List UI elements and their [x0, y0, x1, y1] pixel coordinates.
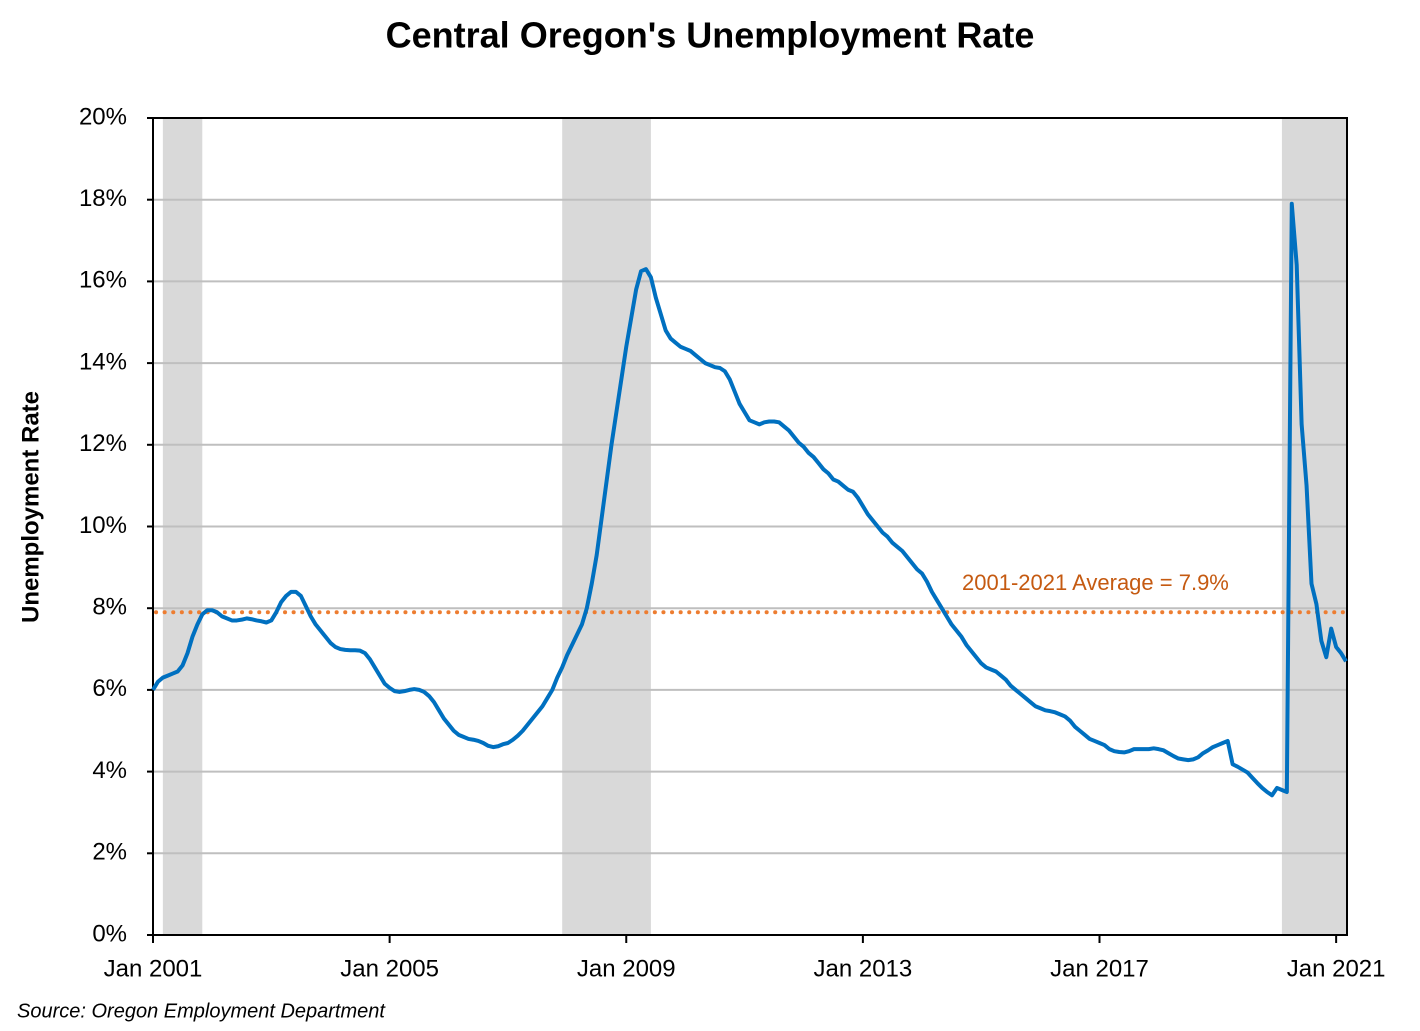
chart-title: Central Oregon's Unemployment Rate: [386, 15, 1035, 56]
y-tick-label: 18%: [79, 185, 127, 212]
y-tick-label: 8%: [92, 594, 127, 621]
y-tick-label: 14%: [79, 348, 127, 375]
x-tick-label: Jan 2017: [1050, 955, 1149, 982]
x-tick-label: Jan 2005: [340, 955, 439, 982]
y-axis-label: Unemployment Rate: [17, 391, 44, 623]
average-label: 2001-2021 Average = 7.9%: [962, 570, 1229, 595]
unemployment-line: [151, 201, 1348, 798]
x-tick-label: Jan 2013: [814, 955, 913, 982]
y-tick-label: 6%: [92, 675, 127, 702]
x-tick-label: Jan 2021: [1287, 955, 1386, 982]
y-tick-label: 10%: [79, 512, 127, 539]
plot-frame: [152, 117, 1348, 936]
y-tick-label: 16%: [79, 267, 127, 294]
y-tick-label: 12%: [79, 430, 127, 457]
y-tick-label: 20%: [79, 103, 127, 130]
y-tick-label: 0%: [92, 920, 127, 947]
source-note: Source: Oregon Employment Department: [17, 1000, 386, 1022]
x-tick-label: Jan 2001: [104, 955, 203, 982]
y-tick-label: 2%: [92, 839, 127, 866]
x-tick-label: Jan 2009: [577, 955, 676, 982]
y-tick-label: 4%: [92, 757, 127, 784]
